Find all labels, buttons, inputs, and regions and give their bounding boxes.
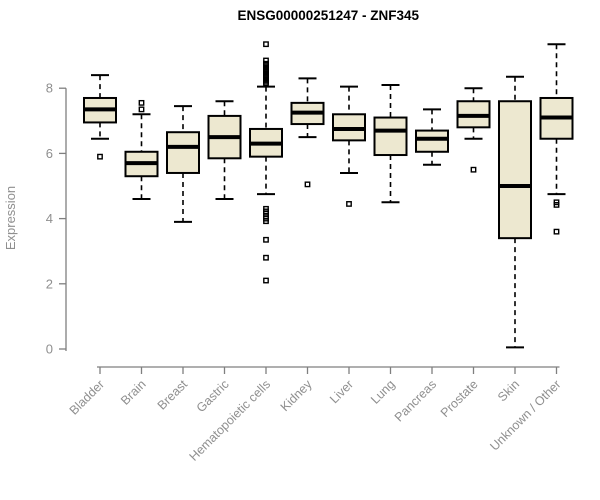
box-rect [166, 131, 200, 174]
outlier-point [263, 218, 269, 225]
box-rect [373, 116, 408, 157]
x-tick-label-hematopoietic-cells: Hematopoietic cells [187, 377, 274, 464]
outlier-point [553, 202, 560, 208]
x-tick-label-kidney: Kidney [278, 377, 315, 414]
y-tick-label: 2 [46, 276, 53, 291]
outlier-point [263, 277, 269, 284]
y-axis-title: Expression [3, 186, 18, 250]
box-rect [498, 100, 532, 240]
y-tick-label: 6 [46, 146, 53, 161]
x-tick-label-brain: Brain [118, 377, 149, 408]
outlier-point [138, 99, 145, 106]
y-tick-label: 8 [46, 81, 53, 96]
boxplot-bladder [83, 74, 117, 160]
chart-title: ENSG00000251247 - ZNF345 [237, 8, 419, 23]
outlier-point [263, 80, 269, 87]
y-tick-label: 0 [46, 342, 53, 357]
boxplot-hematopoietic-cells [249, 41, 283, 284]
boxplot-unknown-other [539, 43, 574, 235]
outlier-point [346, 201, 352, 207]
boxplot-breast [166, 105, 200, 223]
box-rect [415, 129, 449, 153]
boxplot-kidney [290, 77, 325, 188]
boxplot-lung [373, 83, 408, 204]
x-tick-label-gastric: Gastric [194, 377, 232, 415]
y-axis: 0 2 4 6 8 Expression [3, 81, 67, 357]
x-tick-label-skin: Skin [495, 377, 522, 404]
outlier-point [97, 153, 103, 160]
x-tick-label-breast: Breast [155, 377, 191, 413]
x-tick-label-pancreas: Pancreas [392, 377, 439, 424]
boxplot-gastric [207, 100, 242, 201]
outlier-point [263, 254, 269, 261]
x-tick-label-liver: Liver [327, 377, 356, 406]
boxplot-prostate [456, 87, 491, 173]
x-tick-label-lung: Lung [368, 377, 398, 407]
outlier-point [470, 166, 477, 173]
outlier-point [263, 236, 269, 243]
outlier-point [553, 228, 560, 235]
outlier-point [304, 181, 311, 188]
outlier-point [138, 106, 145, 113]
boxplot-pancreas [415, 108, 449, 166]
boxplot-skin [498, 75, 532, 349]
outlier-point [263, 41, 269, 48]
boxplot-liver [332, 85, 366, 207]
x-tick-label-unknown-other: Unknown / Other [487, 377, 563, 453]
x-tick-label-prostate: Prostate [438, 377, 481, 420]
y-tick-label: 4 [46, 211, 53, 226]
boxplot-brain [124, 99, 159, 201]
x-tick-label-bladder: Bladder [67, 377, 107, 417]
